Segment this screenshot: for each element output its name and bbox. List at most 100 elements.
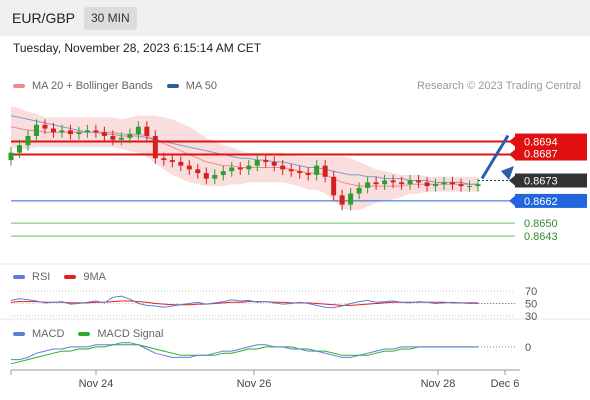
- price-legend: MA 20 + Bollinger Bands MA 50: [13, 80, 231, 92]
- macd-signal-line: [10, 344, 478, 365]
- candle-body: [67, 130, 73, 135]
- level-label-0.8662: 0.8662: [524, 196, 558, 208]
- candle-body: [50, 128, 56, 133]
- level-label-0.8650: 0.8650: [524, 218, 558, 230]
- rsi-tick-70: 70: [525, 286, 537, 298]
- candle-body: [135, 126, 141, 135]
- candle-body: [33, 124, 39, 136]
- rsi-swatch: [13, 275, 25, 279]
- candle-body: [118, 137, 124, 140]
- forecast-arrow-shaft: [480, 134, 510, 180]
- candle-body: [305, 173, 311, 175]
- legend-item-macd-signal: MACD Signal: [78, 328, 163, 340]
- candle-body: [42, 124, 48, 129]
- level-badge-tip: [509, 175, 515, 186]
- candle-body: [314, 165, 320, 175]
- level-badge-tip: [509, 136, 515, 147]
- candle-body: [373, 182, 379, 185]
- candle-body: [186, 165, 192, 170]
- candle-body: [390, 180, 396, 183]
- candle-body: [110, 135, 116, 140]
- candle-body: [76, 132, 82, 135]
- candle-body: [356, 187, 362, 194]
- candle-body: [416, 180, 422, 183]
- research-credit: Research © 2023 Trading Central: [416, 80, 581, 92]
- candle-body: [297, 171, 303, 174]
- candle-body: [246, 165, 252, 170]
- legend-item-ma20: MA 20 + Bollinger Bands: [13, 80, 153, 92]
- candle-body: [169, 160, 175, 162]
- candle-body: [458, 184, 464, 187]
- candle-body: [399, 182, 405, 185]
- candle-body: [450, 182, 456, 185]
- macd-tick-0: 0: [525, 342, 531, 354]
- x-tick-Nov-24: Nov 24: [79, 378, 114, 390]
- x-tick-Nov-26: Nov 26: [237, 378, 272, 390]
- level-badge-tip: [509, 149, 515, 160]
- candle-body: [441, 182, 447, 185]
- candle-body: [365, 182, 371, 188]
- candle-body: [475, 184, 481, 187]
- ma50-line: [10, 115, 478, 185]
- candle-body: [59, 130, 65, 133]
- rsi-legend: RSI 9MA: [13, 271, 120, 283]
- candle-body: [424, 182, 430, 187]
- candle-body: [339, 195, 345, 205]
- candle-body: [127, 134, 133, 138]
- symbol-title: EUR/GBP: [12, 10, 76, 26]
- candle-body: [152, 135, 158, 159]
- candle-body: [237, 167, 243, 170]
- candle-body: [195, 169, 201, 174]
- candle-body: [161, 158, 167, 161]
- legend-label-macd-signal: MACD Signal: [97, 328, 164, 340]
- timeframe-button[interactable]: 30 MIN: [84, 7, 137, 30]
- level-label-0.8643: 0.8643: [524, 231, 558, 243]
- level-badge-bg: [515, 193, 587, 208]
- candle-body: [254, 160, 260, 166]
- candle-body: [93, 130, 99, 133]
- candle-body: [16, 145, 22, 153]
- legend-item-rsi: RSI: [13, 271, 50, 283]
- legend-item-9ma: 9MA: [64, 271, 106, 283]
- candle-body: [467, 186, 473, 188]
- level-label-0.8673: 0.8673: [524, 176, 558, 188]
- x-tick-Nov-28: Nov 28: [421, 378, 456, 390]
- candle-body: [220, 171, 226, 175]
- candle-body: [322, 165, 328, 177]
- forecast-arrow-head: [501, 166, 514, 180]
- ma50-swatch: [166, 84, 179, 88]
- level-label-0.8687: 0.8687: [524, 149, 558, 161]
- macd-line: [11, 342, 478, 361]
- candle-body: [433, 184, 439, 187]
- macd-signal-swatch: [78, 332, 91, 336]
- rsi-tick-30: 30: [525, 311, 537, 323]
- rsi-line: [10, 295, 478, 309]
- ma20-swatch: [13, 84, 25, 88]
- candle-body: [84, 130, 90, 133]
- candle-body: [212, 174, 218, 179]
- candle-body: [280, 165, 286, 170]
- x-tick-Dec-6: Dec 6: [491, 378, 520, 390]
- candle-body: [271, 161, 277, 166]
- rsi-tick-50: 50: [525, 299, 537, 311]
- datetime-label: Tuesday, November 28, 2023 6:15:14 AM CE…: [13, 41, 262, 55]
- ma9-swatch: [64, 275, 77, 279]
- candle-body: [178, 161, 184, 166]
- candle-body: [348, 193, 354, 205]
- level-badge-bg: [515, 133, 587, 161]
- legend-label-ma50: MA 50: [185, 80, 217, 92]
- level-label-0.8694: 0.8694: [524, 137, 558, 149]
- candle-body: [407, 180, 413, 185]
- top-bar: EUR/GBP 30 MIN: [0, 0, 590, 36]
- level-badge-tip: [509, 195, 515, 206]
- candle-body: [25, 135, 31, 146]
- candle-body: [288, 169, 294, 172]
- candle-body: [382, 180, 388, 185]
- macd-swatch: [13, 332, 25, 336]
- candle-body: [331, 176, 337, 196]
- legend-label-rsi: RSI: [32, 271, 51, 283]
- macd-legend: MACD MACD Signal: [13, 328, 177, 340]
- legend-item-ma50: MA 50: [166, 80, 217, 92]
- legend-label-9ma: 9MA: [83, 271, 106, 283]
